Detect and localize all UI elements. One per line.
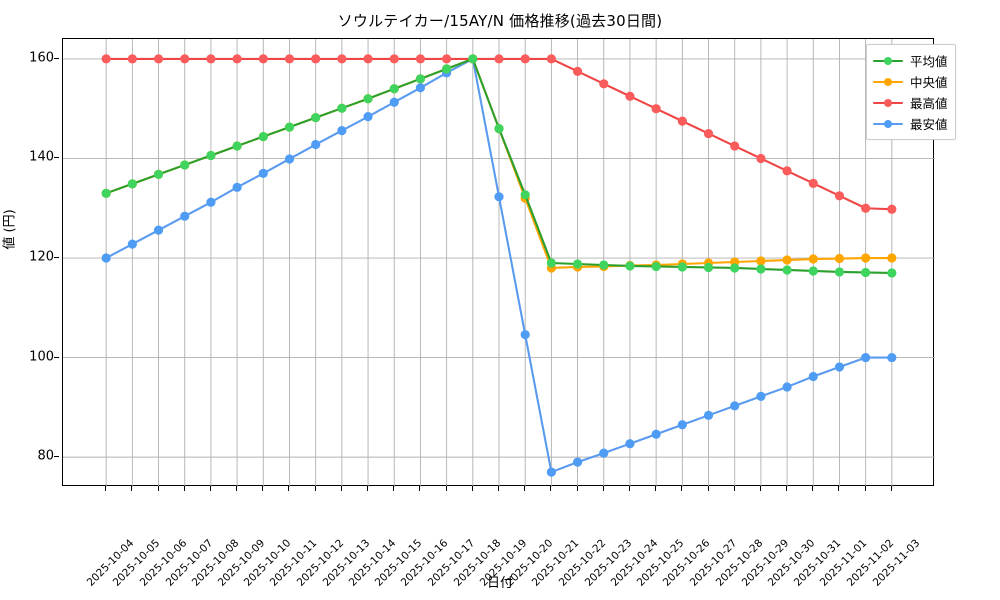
y-tick-label: 100	[29, 349, 54, 365]
plot-svg	[63, 39, 935, 487]
x-tick-mark	[838, 486, 840, 491]
x-tick-mark	[262, 486, 264, 491]
y-tick-mark	[54, 57, 59, 59]
y-tick-label: 160	[29, 50, 54, 66]
y-tick-label: 120	[29, 249, 54, 265]
x-tick-mark	[314, 486, 316, 491]
x-tick-mark	[733, 486, 735, 491]
series-最安値	[101, 54, 897, 477]
x-tick-mark	[890, 486, 892, 491]
legend-swatch-icon	[873, 117, 903, 131]
x-tick-mark	[471, 486, 473, 491]
x-tick-mark	[524, 486, 526, 491]
x-tick-mark	[812, 486, 814, 491]
legend-label: 平均値	[910, 54, 948, 69]
y-tick-mark	[54, 356, 59, 358]
y-tick-mark	[54, 157, 59, 159]
x-axis-label: 日付	[486, 576, 513, 591]
x-tick-mark	[209, 486, 211, 491]
x-tick-mark	[288, 486, 290, 491]
x-tick-mark	[786, 486, 788, 491]
legend-item-平均値[interactable]: 平均値	[873, 50, 948, 71]
x-tick-mark	[759, 486, 761, 491]
x-tick-mark	[681, 486, 683, 491]
legend-swatch-icon	[873, 54, 903, 68]
legend-label: 最安値	[910, 117, 948, 132]
x-tick-mark	[864, 486, 866, 491]
x-tick-mark	[707, 486, 709, 491]
chart-title: ソウルテイカー/15AY/N 価格推移(過去30日間)	[337, 12, 663, 30]
x-tick-mark	[157, 486, 159, 491]
series-最高値	[101, 54, 897, 214]
x-tick-mark	[131, 486, 133, 491]
x-tick-mark	[498, 486, 499, 491]
x-tick-mark	[655, 486, 657, 491]
y-tick-label: 80	[37, 448, 54, 464]
y-tick-mark	[54, 257, 59, 259]
x-tick-mark	[628, 486, 630, 491]
chart-legend: 平均値中央値最高値最安値	[866, 44, 956, 140]
plot-area	[62, 38, 935, 487]
x-tick-mark	[340, 486, 342, 491]
legend-label: 中央値	[910, 75, 948, 90]
x-tick-mark	[602, 486, 604, 491]
legend-swatch-icon	[873, 75, 903, 89]
y-tick-mark	[54, 456, 59, 458]
legend-item-最安値[interactable]: 最安値	[873, 113, 948, 134]
x-tick-mark	[419, 486, 421, 491]
legend-item-最高値[interactable]: 最高値	[873, 92, 948, 113]
x-tick-mark	[445, 486, 447, 491]
legend-item-中央値[interactable]: 中央値	[873, 71, 948, 92]
x-tick-mark	[393, 486, 395, 491]
y-axis-tick-labels: 80 100 120 140 160	[0, 38, 59, 486]
legend-label: 最高値	[910, 96, 948, 111]
x-tick-mark	[105, 486, 107, 491]
x-tick-mark	[576, 486, 578, 491]
x-tick-mark	[367, 486, 369, 491]
x-tick-mark	[236, 486, 238, 491]
series-平均値	[101, 54, 897, 278]
legend-swatch-icon	[873, 96, 903, 110]
x-tick-mark	[550, 486, 552, 491]
y-tick-label: 140	[29, 149, 54, 165]
x-axis-tick-labels: 2025-10-04 2025-10-05 2025-10-06 2025-10-07…	[62, 486, 934, 589]
x-tick-mark	[183, 486, 185, 491]
